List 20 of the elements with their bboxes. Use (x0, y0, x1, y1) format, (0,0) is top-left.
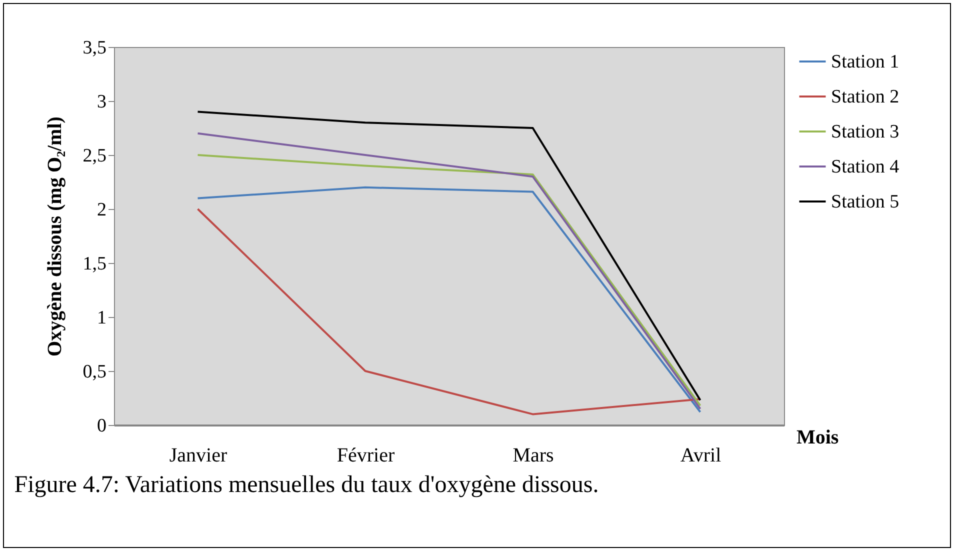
y-tick-label: 2 (97, 200, 106, 220)
x-tick-label: Février (336, 444, 395, 466)
text: Figure 4.7: Variations mensuelles du taux d'oxygène dissous. (14, 472, 599, 498)
x-axis-title: Mois (796, 426, 839, 448)
y-tick-label: 0 (97, 416, 106, 436)
y-tick-label: 3 (97, 92, 106, 112)
y-tick-label: 2,5 (82, 146, 106, 166)
legend-label: Station 1 (831, 52, 900, 72)
y-tick-label: 1 (97, 308, 106, 328)
y-tick-label: 0,5 (82, 362, 106, 382)
legend-label: Station 3 (831, 122, 900, 142)
x-tick-label: Janvier (169, 444, 228, 466)
y-tick-label: 1,5 (82, 254, 106, 274)
x-tick-label: Mars (512, 444, 554, 466)
x-tick-label: Avril (680, 444, 722, 466)
y-axis-title: Oxygène dissous (mg O₂/ml) (44, 116, 66, 356)
legend-label: Station 5 (831, 192, 900, 212)
legend-label: Station 2 (831, 86, 900, 108)
legend-label: Station 4 (831, 156, 900, 178)
y-tick-label: 3,5 (82, 38, 106, 58)
